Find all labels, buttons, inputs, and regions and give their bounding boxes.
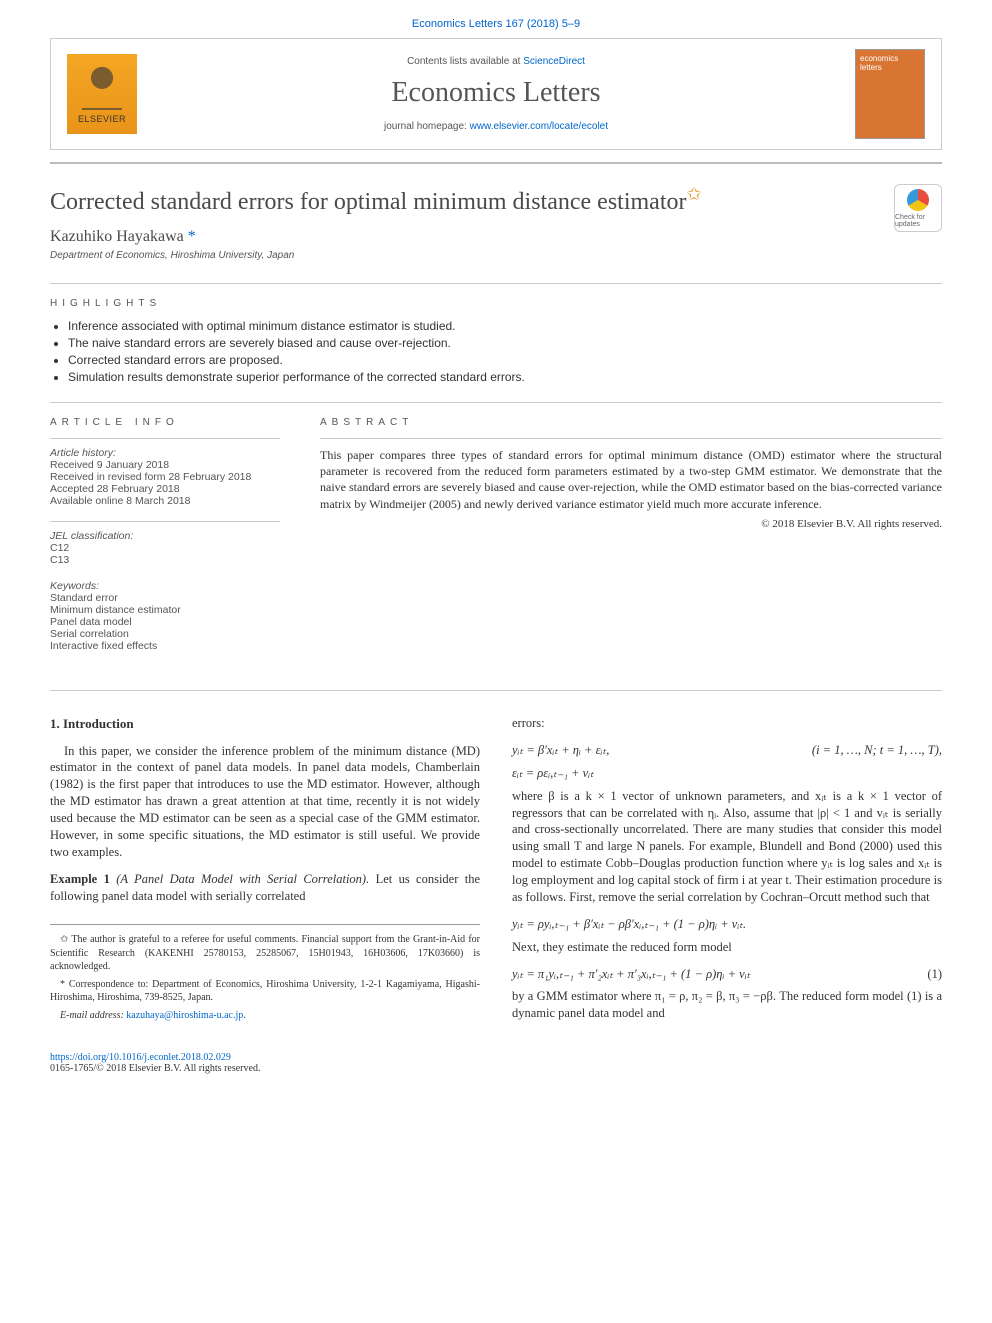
elsevier-tree-icon [82,65,122,110]
col2-top: errors: [512,715,942,732]
history-item: Received 9 January 2018 [50,459,280,471]
eqn-lhs: εᵢₜ = ρεᵢ,ₜ₋₁ + vᵢₜ [512,765,594,782]
author-line: Kazuhiko Hayakawa * [50,228,942,246]
example-title: (A Panel Data Model with Serial Correlat… [116,872,369,886]
homepage-prefix: journal homepage: [384,121,470,132]
rule [50,521,280,522]
article-title: Corrected standard errors for optimal mi… [50,184,942,216]
eqn-lhs: yᵢₜ = ρyᵢ,ₜ₋₁ + β′xᵢₜ − ρβ′xᵢ,ₜ₋₁ + (1 −… [512,916,746,933]
article-main: Check for updates Corrected standard err… [50,162,942,1032]
highlight-item: Simulation results demonstrate superior … [68,370,942,384]
article-info-heading: article info [50,417,280,438]
header-center: Contents lists available at ScienceDirec… [137,56,855,132]
elsevier-label: ELSEVIER [78,114,126,124]
citation-link[interactable]: Economics Letters 167 (2018) 5–9 [412,18,580,30]
body-para: In this paper, we consider the inference… [50,743,480,861]
affiliation: Department of Economics, Hiroshima Unive… [50,250,942,261]
contents-prefix: Contents lists available at [407,56,523,67]
sciencedirect-link[interactable]: ScienceDirect [523,56,585,67]
body-para: Next, they estimate the reduced form mod… [512,939,942,956]
example-block: Example 1 (A Panel Data Model with Seria… [50,871,480,905]
footnote-star: ✩ [60,934,71,945]
footnote-star: * [60,979,69,990]
highlight-item: Corrected standard errors are proposed. [68,353,942,367]
footnote-email: E-mail address: kazuhaya@hiroshima-u.ac.… [50,1009,480,1023]
rule [320,438,942,439]
eqn-number: (1) [927,966,942,983]
abstract-col: abstract This paper compares three types… [320,417,942,666]
keywords-label: Keywords: [50,580,280,592]
jel-block: JEL classification: C12 C13 [50,530,280,566]
corresponding-star: * [188,228,196,245]
section-heading: 1. Introduction [50,715,480,733]
example-label: Example 1 [50,872,110,886]
updates-label: Check for updates [895,214,941,228]
email-link[interactable]: kazuhaya@hiroshima-u.ac.jp [126,1010,243,1021]
keyword: Serial correlation [50,628,280,640]
rule [50,690,942,691]
author-name: Kazuhiko Hayakawa [50,228,184,245]
history-block: Article history: Received 9 January 2018… [50,447,280,507]
article-title-text: Corrected standard errors for optimal mi… [50,189,686,215]
jel-code: C13 [50,554,280,566]
equation: yᵢₜ = π₁yᵢ,ₜ₋₁ + π′₂xᵢₜ + π′₃xᵢ,ₜ₋₁ + (1… [512,966,942,983]
equation: yᵢₜ = β′xᵢₜ + ηᵢ + εᵢₜ, (i = 1, …, N; t … [512,742,942,759]
history-label: Article history: [50,447,280,459]
keyword: Minimum distance estimator [50,604,280,616]
abstract-text: This paper compares three types of stand… [320,447,942,512]
footnotes: ✩ The author is grateful to a referee fo… [50,924,480,1022]
homepage-line: journal homepage: www.elsevier.com/locat… [137,121,855,132]
issn-line: 0165-1765/© 2018 Elsevier B.V. All right… [50,1063,260,1074]
highlight-item: Inference associated with optimal minimu… [68,319,942,333]
keywords-block: Keywords: Standard error Minimum distanc… [50,580,280,652]
info-abstract-row: article info Article history: Received 9… [50,402,942,666]
footnote-text: Correspondence to: Department of Economi… [50,979,480,1004]
abstract-heading: abstract [320,417,942,438]
keyword: Standard error [50,592,280,604]
history-item: Available online 8 March 2018 [50,495,280,507]
eqn-lhs: yᵢₜ = β′xᵢₜ + ηᵢ + εᵢₜ, [512,742,609,759]
body-para: where β is a k × 1 vector of unknown par… [512,788,942,906]
article-info-col: article info Article history: Received 9… [50,417,280,666]
check-updates-badge[interactable]: Check for updates [894,184,942,232]
highlights-list: Inference associated with optimal minimu… [50,319,942,384]
footnote: ✩ The author is grateful to a referee fo… [50,933,480,974]
footer: https://doi.org/10.1016/j.econlet.2018.0… [50,1052,942,1074]
body-columns: 1. Introduction In this paper, we consid… [50,715,942,1032]
journal-cover-thumb: economics letters [855,49,925,139]
updates-icon [907,189,929,211]
keyword: Panel data model [50,616,280,628]
highlights-heading: highlights [50,284,942,319]
footnote: * Correspondence to: Department of Econo… [50,978,480,1005]
doi-link[interactable]: https://doi.org/10.1016/j.econlet.2018.0… [50,1052,231,1063]
eqn-side: (i = 1, …, N; t = 1, …, T), [812,742,942,759]
equation: εᵢₜ = ρεᵢ,ₜ₋₁ + vᵢₜ [512,765,942,782]
jel-code: C12 [50,542,280,554]
keyword: Interactive fixed effects [50,640,280,652]
title-footnote-star: ✩ [686,184,701,204]
citation-line: Economics Letters 167 (2018) 5–9 [0,0,992,38]
history-item: Received in revised form 28 February 201… [50,471,280,483]
body-para: by a GMM estimator where π₁ = ρ, π₂ = β,… [512,988,942,1022]
elsevier-logo: ELSEVIER [67,54,137,134]
rule [50,438,280,439]
journal-header: ELSEVIER Contents lists available at Sci… [50,38,942,150]
email-label: E-mail address: [60,1010,126,1021]
abstract-copyright: © 2018 Elsevier B.V. All rights reserved… [320,518,942,530]
footnote-text: The author is grateful to a referee for … [50,934,480,972]
eqn-lhs: yᵢₜ = π₁yᵢ,ₜ₋₁ + π′₂xᵢₜ + π′₃xᵢ,ₜ₋₁ + (1… [512,966,750,983]
homepage-link[interactable]: www.elsevier.com/locate/ecolet [470,121,608,132]
journal-name: Economics Letters [137,77,855,109]
contents-available: Contents lists available at ScienceDirec… [137,56,855,67]
highlight-item: The naive standard errors are severely b… [68,336,942,350]
history-item: Accepted 28 February 2018 [50,483,280,495]
equation: yᵢₜ = ρyᵢ,ₜ₋₁ + β′xᵢₜ − ρβ′xᵢ,ₜ₋₁ + (1 −… [512,916,942,933]
jel-label: JEL classification: [50,530,280,542]
